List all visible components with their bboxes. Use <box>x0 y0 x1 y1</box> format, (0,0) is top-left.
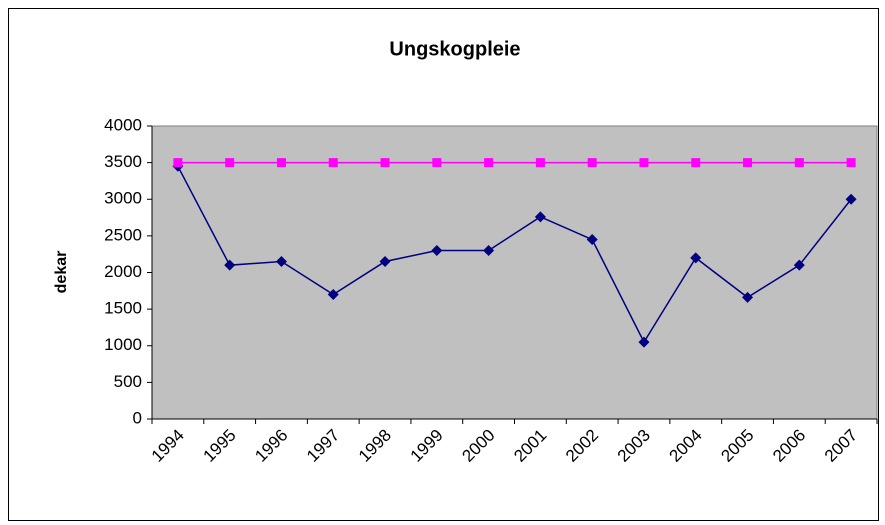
marker <box>846 158 856 168</box>
y-tick-label: 1500 <box>104 299 142 318</box>
marker <box>845 193 857 205</box>
y-tick-label: 4000 <box>104 115 142 134</box>
y-axis-label: dekar <box>53 251 70 294</box>
marker <box>327 288 339 300</box>
marker <box>638 336 650 348</box>
marker <box>483 245 495 257</box>
marker <box>742 291 754 303</box>
marker <box>690 252 702 264</box>
y-tick-label: 3000 <box>104 189 142 208</box>
marker <box>173 158 183 168</box>
marker <box>276 158 286 168</box>
marker <box>484 158 494 168</box>
y-tick-label: 500 <box>114 372 142 391</box>
y-tick-label: 2000 <box>104 262 142 281</box>
y-tick-label: 1000 <box>104 335 142 354</box>
chart-title: Ungskogpleie <box>389 38 520 60</box>
marker <box>432 158 442 168</box>
marker <box>691 158 701 168</box>
y-tick-label: 2500 <box>104 225 142 244</box>
marker <box>225 158 235 168</box>
marker <box>793 259 805 271</box>
plot-area <box>151 125 878 420</box>
marker <box>743 158 753 168</box>
marker <box>224 259 236 271</box>
series-line <box>177 165 852 344</box>
marker <box>328 158 338 168</box>
marker <box>431 245 443 257</box>
marker <box>275 256 287 268</box>
marker <box>794 158 804 168</box>
y-tick-label: 0 <box>133 408 142 427</box>
marker <box>379 256 391 268</box>
marker <box>535 158 545 168</box>
marker <box>639 158 649 168</box>
y-tick-label: 3500 <box>104 152 142 171</box>
marker <box>380 158 390 168</box>
marker <box>586 234 598 246</box>
marker <box>534 211 546 223</box>
marker <box>587 158 597 168</box>
